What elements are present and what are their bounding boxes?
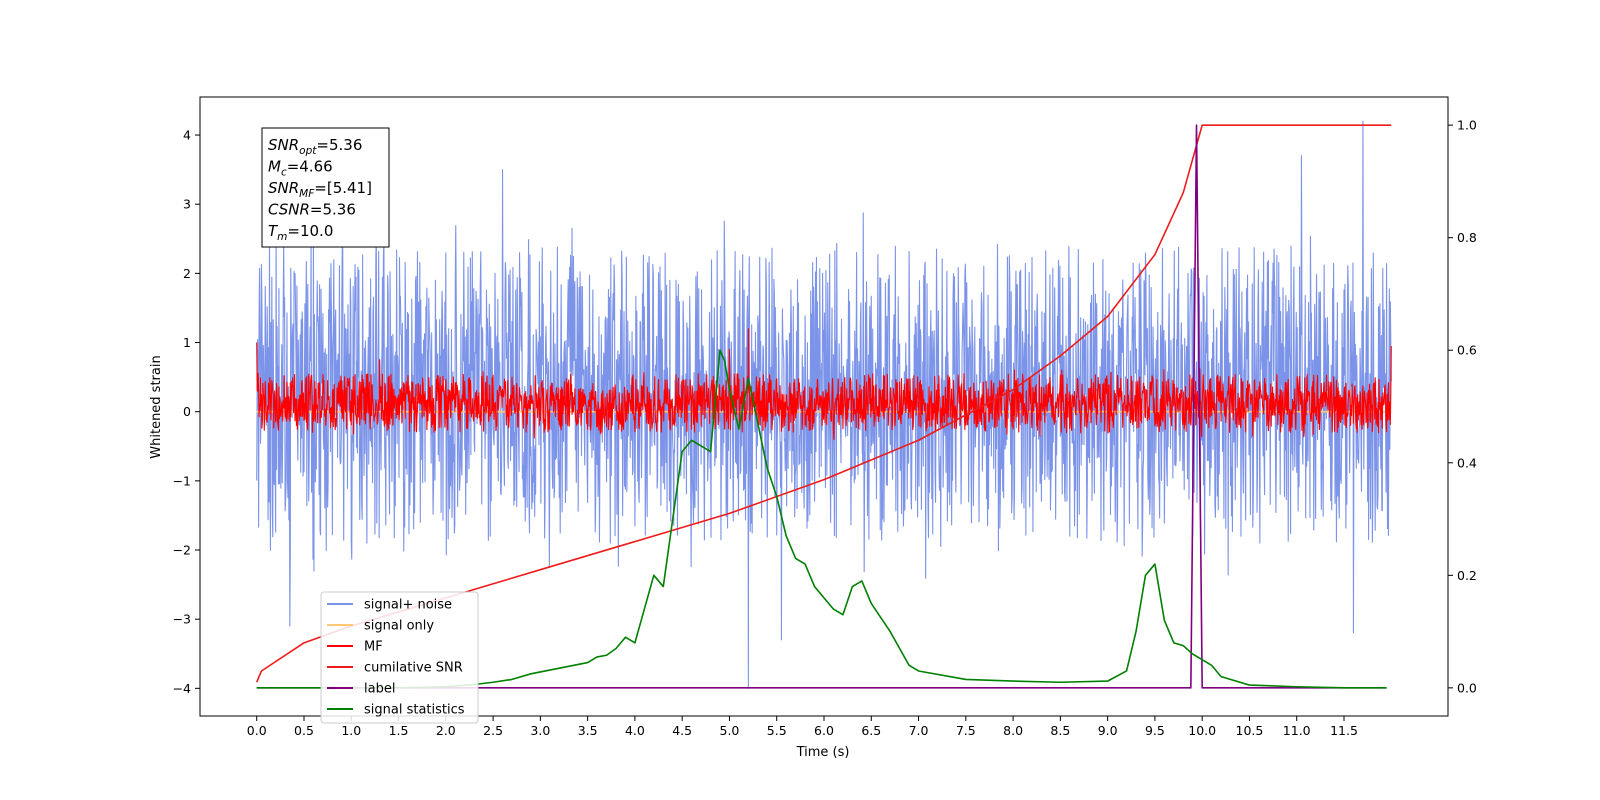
y-axis-right: 0.0 0.2 0.4 0.6 0.8 1.0 [1448, 118, 1477, 695]
x-tick-label: 3.0 [530, 723, 550, 738]
y2-tick-label: 1.0 [1457, 118, 1477, 133]
y-tick-label: −2 [173, 543, 191, 558]
x-tick-label: 11.0 [1283, 723, 1311, 738]
x-tick-label: 10.5 [1236, 723, 1264, 738]
x-tick-label: 2.5 [483, 723, 503, 738]
annotation-line: SNRMF=[5.41] [268, 179, 372, 200]
legend: signal+ noise signal only MF cumilative SNR… [320, 591, 479, 724]
legend-label: cumilative SNR [364, 661, 463, 676]
x-tick-label: 4.0 [625, 723, 645, 738]
y-tick-label: 0 [183, 404, 191, 419]
legend-label: label [364, 682, 395, 697]
x-tick-label: 1.5 [389, 723, 409, 738]
annotation-line: SNRopt=5.36 [268, 136, 362, 157]
x-tick-label: 8.5 [1050, 723, 1070, 738]
x-tick-label: 0.0 [247, 723, 267, 738]
x-tick-label: 10.0 [1188, 723, 1216, 738]
y2-tick-label: 0.0 [1457, 680, 1477, 695]
y-tick-label: 2 [183, 266, 191, 281]
y-tick-label: −1 [173, 473, 191, 488]
y2-tick-label: 0.4 [1457, 455, 1477, 470]
legend-label: signal statistics [364, 703, 465, 718]
series-line-4 [256, 124, 1387, 689]
annotation-line: Tm=10.0 [268, 222, 333, 243]
y-tick-label: 1 [183, 335, 191, 350]
x-tick-label: 5.0 [720, 723, 740, 738]
x-tick-label: 0.5 [294, 723, 314, 738]
y-tick-label: −4 [173, 681, 191, 696]
annotation-line: CSNR=5.36 [268, 201, 356, 219]
y2-tick-label: 0.2 [1457, 568, 1477, 583]
y-axis-label: Whitened strain [149, 355, 164, 458]
x-tick-label: 6.5 [861, 723, 881, 738]
y-tick-label: −3 [173, 612, 191, 627]
y-tick-label: 3 [183, 197, 191, 212]
x-tick-label: 5.5 [767, 723, 787, 738]
legend-label: MF [364, 640, 383, 655]
y-axis-left: −4 −3 −2 −1 0 1 2 3 4 [173, 128, 200, 696]
x-tick-label: 8.0 [1003, 723, 1023, 738]
x-tick-label: 6.0 [814, 723, 834, 738]
x-tick-label: 2.0 [436, 723, 456, 738]
x-tick-label: 7.0 [909, 723, 929, 738]
x-tick-label: 11.5 [1330, 723, 1358, 738]
legend-label: signal only [364, 619, 434, 634]
x-tick-label: 9.5 [1145, 723, 1165, 738]
legend-label: signal+ noise [364, 598, 452, 613]
x-axis: 0.0 0.5 1.0 1.5 2.0 2.5 3.0 3.5 4.0 4.5 5.0 5.5 6.0 6… [247, 716, 1358, 738]
y-tick-label: 4 [183, 128, 191, 143]
x-tick-label: 7.5 [956, 723, 976, 738]
x-tick-label: 4.5 [672, 723, 692, 738]
annotation-line: Mc=4.66 [268, 158, 333, 179]
legend-frame [320, 591, 479, 724]
y2-tick-label: 0.8 [1457, 230, 1477, 245]
y2-tick-label: 0.6 [1457, 343, 1477, 358]
series-line-5 [256, 349, 1387, 689]
x-tick-label: 9.0 [1098, 723, 1118, 738]
x-tick-label: 3.5 [578, 723, 598, 738]
annotation-frame [261, 127, 390, 248]
series-line-2 [256, 328, 1392, 441]
x-tick-label: 1.0 [341, 723, 361, 738]
x-axis-label: Time (s) [796, 745, 850, 760]
